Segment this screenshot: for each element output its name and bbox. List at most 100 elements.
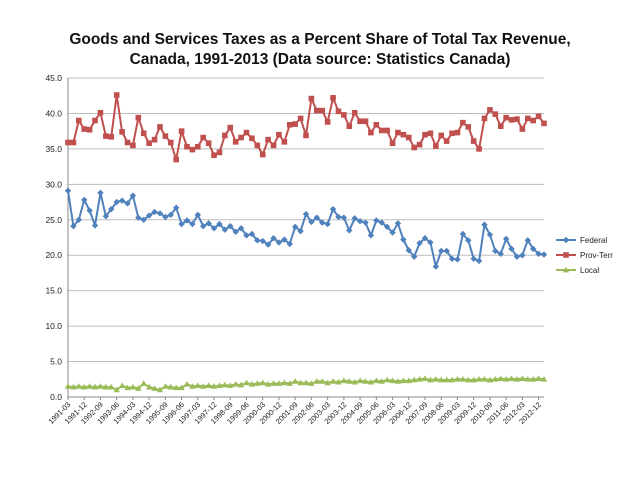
data-point-federal [378,219,385,226]
data-point-local [145,383,153,390]
legend: Federal Prov-Terr Local [556,236,613,275]
data-point-federal [97,189,104,197]
data-point-local [335,378,342,385]
data-point-local [367,378,375,385]
data-point-prov-terr [368,129,374,136]
data-point-local [486,376,494,383]
data-point-federal [81,196,88,204]
data-point-local [156,386,164,393]
data-point-prov-terr [108,134,115,140]
data-point-prov-terr [400,131,407,138]
data-point-local [378,378,385,384]
data-point-federal [75,216,83,223]
legend-item-federal: Federal [556,236,607,245]
data-point-local [540,375,548,382]
data-point-local [210,383,218,389]
data-point-federal [454,256,461,263]
data-point-prov-terr [427,130,434,137]
data-point-prov-terr [351,109,358,116]
data-point-federal [189,220,196,228]
data-point-local [302,379,310,386]
data-point-federal [178,220,185,228]
chart-title-line-1: Goods and Services Taxes as a Percent Sh… [69,31,571,48]
data-point-local [102,383,110,390]
data-point-federal [524,237,531,244]
data-point-local [243,379,250,386]
data-point-federal [108,205,115,213]
data-point-prov-terr [243,129,250,136]
data-point-local [400,377,407,384]
data-point-local [432,375,440,382]
series-prov-terr [65,92,547,163]
data-point-local [389,377,396,384]
data-point-local [383,376,391,383]
data-point-local [324,379,331,386]
series-line-prov-terr [68,94,545,161]
data-point-federal [248,230,256,238]
data-point-local [140,380,147,386]
y-tick-label: 5.0 [50,357,62,367]
data-point-federal [237,225,245,232]
data-point-prov-terr [184,143,190,150]
data-point-prov-terr [476,146,482,152]
data-point-federal [91,222,99,229]
data-point-prov-terr [76,117,82,124]
data-point-local [513,375,521,382]
data-point-prov-terr [530,117,536,124]
data-point-federal [529,245,537,253]
legend-swatch-marker [563,252,569,258]
data-point-prov-terr [124,139,131,146]
data-point-federal [118,197,126,204]
data-point-federal [64,187,72,194]
data-point-federal [232,228,239,236]
data-point-federal [400,236,407,243]
data-point-local [232,380,239,387]
data-point-local [172,384,180,391]
data-point-federal [162,213,169,221]
data-point-local [448,376,456,383]
data-point-prov-terr [65,139,71,146]
data-point-federal [475,257,483,265]
data-point-prov-terr [411,144,417,151]
data-point-prov-terr [195,143,201,150]
data-point-local [97,383,104,389]
data-point-local [194,382,202,389]
y-tick-label: 30.0 [45,179,62,189]
data-point-federal [383,223,391,231]
data-point-local [416,375,423,382]
data-point-federal [156,210,164,217]
data-point-local [443,376,450,383]
data-point-local [438,376,445,383]
data-point-federal [497,250,504,258]
data-point-local [508,375,515,381]
y-tick-label: 35.0 [45,144,62,154]
data-point-local [308,380,315,386]
data-point-prov-terr [86,126,93,133]
data-point-prov-terr [205,140,212,147]
data-point-federal [145,212,153,219]
data-point-local [313,378,321,384]
x-axis: 1991-031991-121992-091993-061994-031994-… [47,397,543,426]
series-group [64,92,548,393]
data-point-local [362,378,369,384]
data-point-prov-terr [211,152,217,159]
data-point-prov-terr [162,133,169,139]
data-point-federal [313,214,321,221]
data-point-federal [540,251,548,258]
data-point-federal [70,222,77,230]
data-point-prov-terr [373,121,380,128]
data-point-local [492,375,499,382]
data-point-federal [221,226,229,233]
data-point-prov-terr [319,107,326,114]
data-point-prov-terr [173,156,179,163]
data-point-prov-terr [97,109,104,116]
data-point-federal [346,227,353,234]
data-point-federal [264,241,272,248]
data-point-federal [140,216,147,223]
data-point-prov-terr [519,126,526,132]
data-point-federal [216,220,223,228]
data-point-federal [470,255,477,262]
y-tick-label: 10.0 [45,321,62,331]
data-point-local [81,383,88,390]
legend-swatch-marker [562,236,570,244]
